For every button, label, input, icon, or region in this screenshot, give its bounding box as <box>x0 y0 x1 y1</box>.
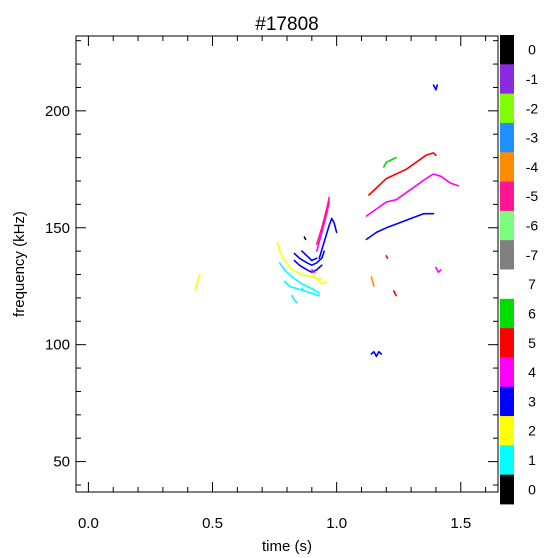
series-line-18 <box>368 152 437 196</box>
colorbar-label: 0 <box>528 42 536 58</box>
colorbar-label: -4 <box>526 159 539 175</box>
colorbar-label: 1 <box>528 452 536 468</box>
colorbar-swatch <box>500 152 514 182</box>
colorbar-label: -6 <box>526 218 539 234</box>
colorbar-label: -5 <box>526 188 539 204</box>
colorbar-swatch <box>500 64 514 95</box>
colorbar-swatch <box>500 93 514 124</box>
colorbar-label: 6 <box>528 305 536 321</box>
colorbar-swatch <box>500 386 514 417</box>
series-line-17 <box>435 266 442 274</box>
colorbar-swatch <box>500 181 514 212</box>
series-line-7 <box>293 250 326 267</box>
series-line-14 <box>310 268 316 274</box>
series-line-15 <box>315 201 331 252</box>
series-line-16 <box>365 173 460 217</box>
y-axis-label: frequency (kHz) <box>11 211 28 317</box>
series-line-21 <box>315 196 331 245</box>
x-tick-label: 1.0 <box>326 515 347 532</box>
plot-marks <box>194 84 460 358</box>
colorbar-label: -2 <box>526 100 539 116</box>
axis-ticks <box>76 36 498 492</box>
y-tick-label: 200 <box>45 103 70 120</box>
chart-title: #17808 <box>255 14 318 35</box>
series-line-1 <box>276 241 323 281</box>
series-line-5 <box>291 294 298 304</box>
series-line-8 <box>293 259 323 274</box>
colorbar-swatch <box>500 357 514 388</box>
series-line-22 <box>370 276 375 288</box>
y-tick-label: 150 <box>45 220 70 237</box>
colorbar-label: 3 <box>528 393 536 409</box>
x-tick-label: 0.5 <box>202 515 223 532</box>
colorbar-swatch <box>500 445 514 476</box>
series-line-0 <box>194 273 201 292</box>
colorbar-label: 4 <box>528 364 536 380</box>
x-axis-label: time (s) <box>262 538 312 555</box>
series-line-2 <box>310 271 328 285</box>
series-line-9 <box>301 250 318 262</box>
series-line-10 <box>318 217 338 260</box>
series-line-19 <box>385 255 389 260</box>
series-line-24 <box>303 236 307 241</box>
colorbar-label: 5 <box>528 335 536 351</box>
colorbar-swatch <box>500 328 514 358</box>
colorbar-label: -7 <box>526 247 539 263</box>
colorbar-swatch <box>500 474 514 505</box>
colorbar-swatch <box>500 298 514 329</box>
colorbar-swatch <box>500 240 514 270</box>
series-line-13 <box>370 350 383 358</box>
colorbar-label: 7 <box>528 276 536 292</box>
colorbar-swatch <box>500 210 514 241</box>
colorbar-label: 0 <box>528 481 536 497</box>
series-line-3 <box>278 261 321 295</box>
series-line-23 <box>382 156 398 168</box>
colorbar-label: 2 <box>528 423 536 439</box>
y-tick-label: 50 <box>53 454 70 471</box>
series-line-20 <box>392 290 398 297</box>
series-line-4 <box>283 280 321 297</box>
colorbar-swatch <box>500 35 514 65</box>
colorbar-swatch <box>500 269 514 300</box>
x-tick-label: 0.0 <box>78 515 99 532</box>
colorbar-swatch <box>500 416 514 446</box>
series-line-11 <box>365 212 435 241</box>
colorbar-label: -3 <box>526 130 539 146</box>
series-line-12 <box>432 84 439 91</box>
x-tick-label: 1.5 <box>450 515 471 532</box>
tick-labels: 0.0 0.5 1.0 1.5 50 100 150 200 <box>45 103 471 532</box>
y-tick-label: 100 <box>45 337 70 354</box>
colorbar-swatch <box>500 122 514 153</box>
series-line-6 <box>301 287 306 292</box>
colorbar-label: -1 <box>526 71 539 87</box>
colorbar: 0 -1 -2 -3 -4 -5 -6 -7 7 6 5 4 3 2 1 0 <box>500 35 539 505</box>
